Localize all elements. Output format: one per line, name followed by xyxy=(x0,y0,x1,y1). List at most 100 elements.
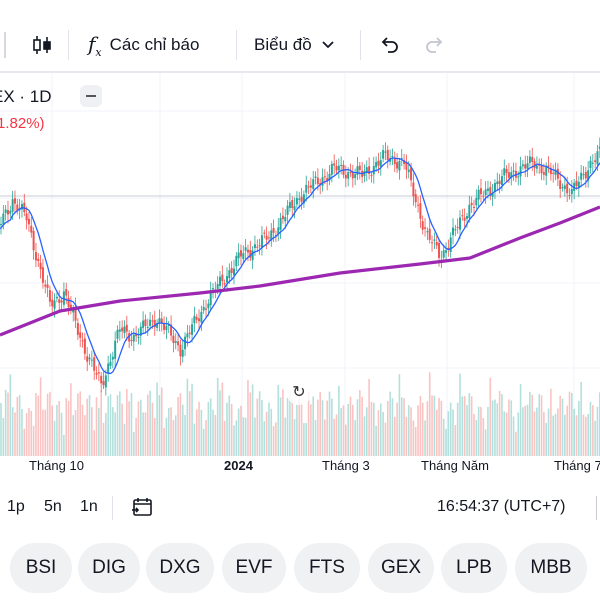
volume-bar xyxy=(0,402,2,456)
volume-bar xyxy=(116,395,119,456)
volume-bar xyxy=(580,382,582,456)
ticker-chip-dig[interactable]: DIG xyxy=(78,543,140,593)
range-1p-button[interactable]: 1p xyxy=(7,498,25,515)
candle-body xyxy=(39,262,42,270)
volume-bar xyxy=(279,397,282,456)
candle-body xyxy=(93,357,96,371)
volume-bar xyxy=(212,409,214,456)
candle-body xyxy=(396,162,399,169)
candle-body xyxy=(221,274,224,282)
volume-bar xyxy=(240,405,242,456)
candle-body xyxy=(0,224,2,226)
candle-body xyxy=(100,375,103,384)
candle-body xyxy=(118,329,121,332)
volume-bar xyxy=(249,392,252,456)
undo-icon[interactable] xyxy=(378,28,400,62)
volume-bar xyxy=(589,401,592,456)
volume-bar xyxy=(582,414,585,456)
candle-body xyxy=(493,182,496,193)
candle-body xyxy=(144,319,147,327)
volume-bar xyxy=(405,417,408,456)
candle-body xyxy=(323,176,326,178)
volume-bar xyxy=(219,390,221,456)
range-1n-button[interactable]: 1n xyxy=(80,498,98,515)
candle-body xyxy=(60,300,63,303)
candle-body xyxy=(123,326,126,334)
volume-bar xyxy=(74,410,77,456)
candle-body xyxy=(526,163,529,169)
candle-body xyxy=(307,186,310,188)
volume-bar xyxy=(361,396,363,456)
indicators-button[interactable]: fx Các chỉ báo xyxy=(88,28,199,62)
reset-chart-icon[interactable]: ↻ xyxy=(286,379,312,405)
volume-bar xyxy=(543,411,545,456)
candle-body xyxy=(575,180,578,187)
candle-body xyxy=(53,300,56,309)
volume-bar xyxy=(438,398,440,456)
volume-bar xyxy=(370,401,373,456)
volume-bar xyxy=(524,405,527,456)
candle-body xyxy=(465,215,468,219)
candle-body xyxy=(535,165,538,169)
ticker-chip-lpb[interactable]: LPB xyxy=(441,543,507,593)
candle-body xyxy=(55,296,58,299)
volume-bar xyxy=(7,392,9,456)
candle-body xyxy=(514,170,517,178)
candle-body xyxy=(333,163,336,166)
chart-canvas[interactable] xyxy=(0,73,600,456)
calendar-goto-icon[interactable] xyxy=(130,495,154,524)
volume-bar xyxy=(452,409,454,456)
collapse-legend-button[interactable] xyxy=(80,85,102,107)
candle-body xyxy=(573,182,576,191)
chart-type-dropdown[interactable]: Biểu đồ xyxy=(254,28,334,62)
candle-body xyxy=(340,164,343,166)
candle-body xyxy=(566,183,569,194)
candle-body xyxy=(104,375,107,388)
volume-bar xyxy=(67,400,70,456)
volume-bar xyxy=(517,412,520,456)
ticker-chip-bsi[interactable]: BSI xyxy=(10,543,72,593)
candle-body xyxy=(300,196,303,202)
volume-bar xyxy=(382,411,384,456)
volume-bar xyxy=(270,408,273,456)
ticker-chip-mbb[interactable]: MBB xyxy=(515,543,587,593)
candle-body xyxy=(30,225,33,233)
candles-icon[interactable] xyxy=(30,28,54,62)
candle-body xyxy=(500,176,503,185)
volume-bar xyxy=(256,398,259,456)
ticker-chip-evf[interactable]: EVF xyxy=(222,543,286,593)
volume-bar xyxy=(412,420,415,456)
candle-body xyxy=(305,184,308,193)
volume-bar xyxy=(114,412,116,456)
volume-bar xyxy=(63,434,65,456)
volume-bar xyxy=(105,413,107,456)
ticker-chip-gex[interactable]: GEX xyxy=(368,543,434,593)
ticker-chip-dxg[interactable]: DXG xyxy=(146,543,214,593)
range-5n-button[interactable]: 5n xyxy=(44,498,62,515)
candle-body xyxy=(302,194,305,204)
candle-body xyxy=(435,242,438,246)
ticker-chip-fts[interactable]: FTS xyxy=(294,543,360,593)
volume-bar xyxy=(482,418,485,456)
volume-bar xyxy=(307,391,310,456)
toolbar-edge-divider xyxy=(0,28,10,62)
candle-body xyxy=(484,189,487,195)
timestamp[interactable]: 16:54:37 (UTC+7) xyxy=(437,498,566,515)
candle-body xyxy=(116,329,119,339)
volume-bar xyxy=(529,391,531,456)
candle-body xyxy=(519,166,522,177)
volume-bar xyxy=(317,399,319,456)
volume-bar xyxy=(244,417,247,456)
candle-body xyxy=(97,372,100,374)
candle-body xyxy=(419,203,422,219)
volume-bar xyxy=(505,412,508,456)
volume-bar xyxy=(188,391,191,456)
volume-bar xyxy=(44,409,47,456)
redo-icon[interactable] xyxy=(424,28,446,62)
chart-toolbar: fx Các chỉ báo Biểu đồ xyxy=(0,0,600,73)
candle-body xyxy=(568,195,571,197)
volume-bar xyxy=(84,415,86,456)
price-chart[interactable]: EX · 1D -1.82%) ↻ xyxy=(0,73,600,456)
candle-body xyxy=(58,299,61,303)
volume-bar xyxy=(342,405,345,456)
